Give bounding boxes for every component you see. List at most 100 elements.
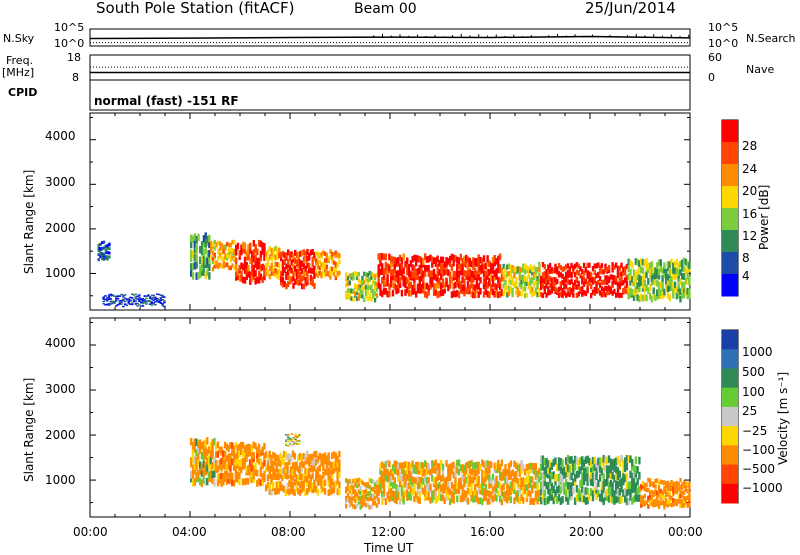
vel-heat-cell [466, 497, 470, 505]
vel-heat-cell [532, 498, 536, 506]
vel-heat-cell [679, 503, 682, 509]
vel-heat-cell [256, 480, 259, 487]
velocity-colorbar-tick: −1000 [742, 481, 783, 495]
power-heat-cell [466, 273, 470, 281]
power-heat-cell [208, 272, 211, 280]
vel-heat-cell [411, 479, 414, 487]
vel-heat-cell [600, 467, 604, 476]
power-heat-cell [102, 253, 106, 257]
power-heat-cell [677, 291, 680, 299]
power-heat-cell [242, 246, 245, 254]
vel-heat-cell [557, 493, 561, 502]
power-heat-cell [304, 277, 307, 284]
power-heat-cell [629, 287, 632, 295]
vel-heat-cell [575, 456, 579, 465]
power-heat-cell [638, 279, 641, 287]
vel-heat-cell [429, 496, 432, 504]
vel-heat-cell [423, 489, 427, 497]
velocity-colorbar-cell [722, 368, 738, 389]
power-heat-cell [491, 288, 495, 296]
power-heat-cell [292, 256, 295, 263]
power-heat-cell [559, 291, 563, 297]
power-heat-cell [672, 267, 675, 274]
power-heat-cell [370, 271, 373, 277]
vel-heat-cell [227, 463, 230, 470]
power-heat-cell [447, 258, 450, 265]
velocity-colorbar-tick: −100 [742, 443, 775, 457]
power-heat-cell [511, 264, 514, 271]
power-heat-cell [222, 259, 225, 265]
vel-heat-cell [523, 482, 527, 490]
vel-heat-cell [292, 437, 295, 440]
vel-heat-cell [479, 464, 482, 471]
power-heat-cell [545, 283, 548, 289]
power-heat-cell [597, 262, 600, 268]
power-heat-cell [132, 294, 136, 296]
power-heat-cell [161, 295, 164, 298]
power-heat-cell [573, 272, 577, 278]
vel-heat-cell [245, 455, 248, 463]
power-heat-cell [193, 262, 197, 270]
power-heat-cell [604, 267, 607, 273]
vel-heat-cell [327, 459, 330, 466]
vel-heat-cell [304, 475, 307, 483]
power-heat-cell [606, 286, 609, 292]
power-heat-cell [436, 263, 439, 271]
vel-heat-cell [672, 491, 675, 497]
power-heat-cell [672, 282, 675, 289]
vel-heat-cell [209, 474, 213, 483]
power-heat-cell [377, 282, 380, 289]
vel-heat-cell [536, 477, 539, 484]
vel-heat-cell [229, 477, 232, 485]
vel-heat-cell [570, 456, 573, 464]
vel-heat-cell [545, 497, 548, 505]
power-heat-cell [588, 262, 591, 268]
vel-heat-cell [416, 488, 420, 495]
vel-heat-cell [279, 452, 282, 460]
power-heat-cell [434, 274, 438, 281]
power-heat-cell [104, 256, 108, 260]
power-heat-cell [627, 292, 630, 300]
velocity-colorbar-tick: 25 [742, 404, 758, 418]
vel-heat-cell [232, 456, 236, 464]
vel-heat-cell [506, 482, 509, 490]
vel-heat-cell [223, 475, 227, 482]
power-heat-cell [361, 293, 364, 299]
vel-heat-cell [636, 478, 639, 486]
vel-heat-cell [500, 471, 504, 479]
power-heat-cell [143, 298, 146, 301]
power-heat-cell [407, 289, 411, 297]
power-heat-cell [511, 280, 514, 286]
vel-heat-cell [486, 460, 489, 467]
vel-heat-cell [506, 489, 509, 497]
power-heat-cell [345, 294, 348, 300]
vel-heat-cell [243, 445, 246, 453]
vel-heat-cell [461, 484, 464, 492]
vel-heat-cell [495, 462, 498, 470]
power-heat-cell [675, 286, 679, 293]
vel-heat-cell [288, 453, 291, 460]
power-heat-cell [302, 249, 306, 256]
power-heat-cell [132, 298, 136, 301]
vel-heat-cell [315, 485, 318, 493]
vel-heat-cell [559, 474, 563, 483]
power-heat-cell [622, 287, 625, 294]
power-heat-cell [554, 268, 557, 274]
power-heat-cell [145, 297, 148, 300]
power-heat-cell [104, 298, 107, 301]
power-heat-cell [575, 284, 579, 290]
power-heat-cell [102, 257, 106, 261]
power-heat-cell [395, 257, 398, 265]
power-heat-cell [563, 265, 566, 272]
vel-heat-cell [291, 450, 295, 458]
vel-heat-cell [295, 484, 298, 492]
power-heat-cell [645, 271, 648, 279]
vel-heat-cell [363, 481, 366, 487]
power-heat-cell [156, 299, 159, 302]
vel-heat-cell [325, 461, 329, 469]
power-heat-cell [206, 235, 209, 244]
vel-heat-cell [540, 496, 543, 505]
velocity-colorbar-tick: 500 [742, 365, 765, 379]
vel-heat-cell [384, 461, 388, 468]
vel-heat-cell [348, 485, 351, 490]
